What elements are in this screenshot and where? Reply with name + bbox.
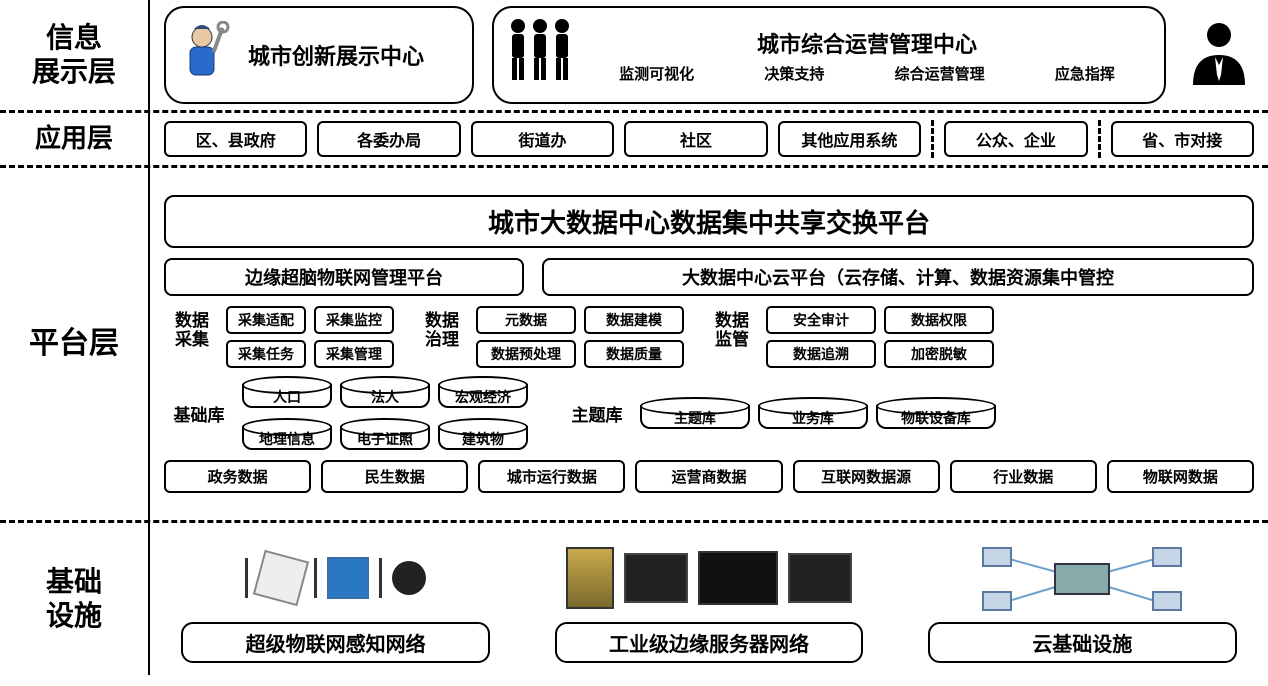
database-row: 基础库 人口 地理信息 法人 电子证照 宏观经济 建筑物 主题库 主题库 业务库…: [164, 376, 1254, 450]
db-cylinder: 物联设备库: [876, 405, 996, 429]
app-box: 其他应用系统: [778, 121, 921, 157]
infra-col-iot: 超级物联网感知网络: [164, 538, 507, 663]
source-box: 民生数据: [321, 460, 468, 493]
edge-servers-icon: [537, 538, 880, 618]
group-label-monitor: 数据 监管: [704, 306, 760, 349]
app-box: 社区: [624, 121, 767, 157]
smallbox: 数据建模: [584, 306, 684, 334]
db-cylinder: 电子证照: [340, 426, 430, 450]
db-cylinder: 人口: [242, 384, 332, 408]
layer-info-display: 信息 展示层 城市创新展示中心: [0, 0, 1268, 110]
ops-center-card: 城市综合运营管理中心 监测可视化 决策支持 综合运营管理 应急指挥: [492, 6, 1166, 104]
smallbox: 元数据: [476, 306, 576, 334]
ops-item: 应急指挥: [1055, 63, 1115, 84]
smallbox: 数据预处理: [476, 340, 576, 368]
db-cylinder: 主题库: [640, 405, 750, 429]
source-box: 行业数据: [950, 460, 1097, 493]
group-label-collect: 数据 采集: [164, 306, 220, 349]
platform-sub-a: 边缘超脑物联网管理平台: [164, 258, 524, 296]
infra-col-cloud: 云基础设施: [911, 538, 1254, 663]
ops-item: 监测可视化: [619, 63, 694, 84]
layer-label-platform: 平台层: [0, 168, 150, 520]
source-box: 运营商数据: [635, 460, 782, 493]
iot-sensors-icon: [164, 538, 507, 618]
data-sources-row: 政务数据 民生数据 城市运行数据 运营商数据 互联网数据源 行业数据 物联网数据: [164, 460, 1254, 493]
app-box: 公众、企业: [944, 121, 1087, 157]
db-cylinder: 建筑物: [438, 426, 528, 450]
ops-sub-row: 监测可视化 决策支持 综合运营管理 应急指挥: [584, 63, 1150, 84]
platform-sub-b: 大数据中心云平台（云存储、计算、数据资源集中管控: [542, 258, 1254, 296]
manager-icon: [1187, 19, 1251, 92]
ops-item: 决策支持: [764, 63, 824, 84]
smallbox: 安全审计: [766, 306, 876, 334]
layer-platform: 平台层 城市大数据中心数据集中共享交换平台 边缘超脑物联网管理平台 大数据中心云…: [0, 168, 1268, 520]
db-cylinder: 地理信息: [242, 426, 332, 450]
smallbox: 数据质量: [584, 340, 684, 368]
platform-main-title: 城市大数据中心数据集中共享交换平台: [164, 195, 1254, 248]
vertical-dash: [1098, 120, 1101, 158]
app-box: 街道办: [471, 121, 614, 157]
db-cylinder: 业务库: [758, 405, 868, 429]
smallbox: 采集任务: [226, 340, 306, 368]
smallbox: 数据权限: [884, 306, 994, 334]
cloud-network-icon: [911, 538, 1254, 618]
layer-label-infra: 基础 设施: [0, 523, 150, 675]
app-box: 区、县政府: [164, 121, 307, 157]
layer-infrastructure: 基础 设施 超级物联网感知网络 工业级边缘服务器网络: [0, 523, 1268, 675]
source-box: 互联网数据源: [793, 460, 940, 493]
infra-title: 超级物联网感知网络: [181, 622, 490, 663]
smallbox: 加密脱敏: [884, 340, 994, 368]
infra-title: 工业级边缘服务器网络: [555, 622, 864, 663]
innovation-center-card: 城市创新展示中心: [164, 6, 474, 104]
people-group-icon: [502, 12, 578, 95]
engineer-icon: [180, 21, 236, 89]
db-label-base: 基础库: [164, 401, 234, 426]
app-box: 各委办局: [317, 121, 460, 157]
source-box: 政务数据: [164, 460, 311, 493]
db-cylinder: 法人: [340, 384, 430, 408]
data-groups-row: 数据 采集 采集适配 采集监控 采集任务 采集管理 数据 治理 元数据 数: [164, 306, 1254, 368]
group-label-govern: 数据 治理: [414, 306, 470, 349]
layer-application: 应用层 区、县政府 各委办局 街道办 社区 其他应用系统 公众、企业 省、市对接: [0, 113, 1268, 165]
infra-title: 云基础设施: [928, 622, 1237, 663]
db-label-topic: 主题库: [562, 401, 632, 426]
layer-label-app: 应用层: [0, 113, 150, 165]
manager-icon-wrap: [1184, 6, 1254, 104]
innovation-center-title: 城市创新展示中心: [248, 39, 424, 71]
source-box: 城市运行数据: [478, 460, 625, 493]
ops-item: 综合运营管理: [895, 63, 985, 84]
db-cylinder: 宏观经济: [438, 384, 528, 408]
smallbox: 采集管理: [314, 340, 394, 368]
app-box: 省、市对接: [1111, 121, 1254, 157]
layer-label-info: 信息 展示层: [0, 0, 150, 110]
smallbox: 采集适配: [226, 306, 306, 334]
smallbox: 采集监控: [314, 306, 394, 334]
infra-col-edge: 工业级边缘服务器网络: [537, 538, 880, 663]
vertical-dash: [931, 120, 934, 158]
architecture-diagram: 信息 展示层 城市创新展示中心: [0, 0, 1268, 686]
source-box: 物联网数据: [1107, 460, 1254, 493]
smallbox: 数据追溯: [766, 340, 876, 368]
ops-center-title: 城市综合运营管理中心: [584, 27, 1150, 59]
